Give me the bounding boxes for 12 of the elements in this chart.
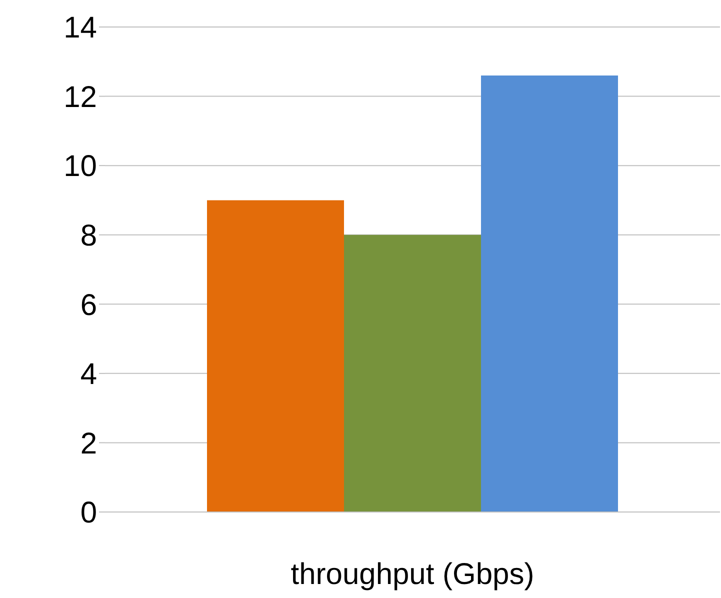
y-tick-label: 0 <box>80 496 97 530</box>
y-tick-label: 8 <box>80 220 97 253</box>
y-tick-label: 2 <box>80 427 97 460</box>
y-tick-label: 4 <box>80 358 97 392</box>
y-tick-label: 6 <box>80 288 97 322</box>
y-tick-label: 14 <box>64 12 97 45</box>
bar <box>481 76 618 512</box>
bar <box>207 200 344 512</box>
x-axis-title: throughput (Gbps) <box>290 558 534 591</box>
y-tick-label: 10 <box>64 150 97 184</box>
bar <box>344 234 481 512</box>
y-tick-label: 12 <box>64 80 97 114</box>
